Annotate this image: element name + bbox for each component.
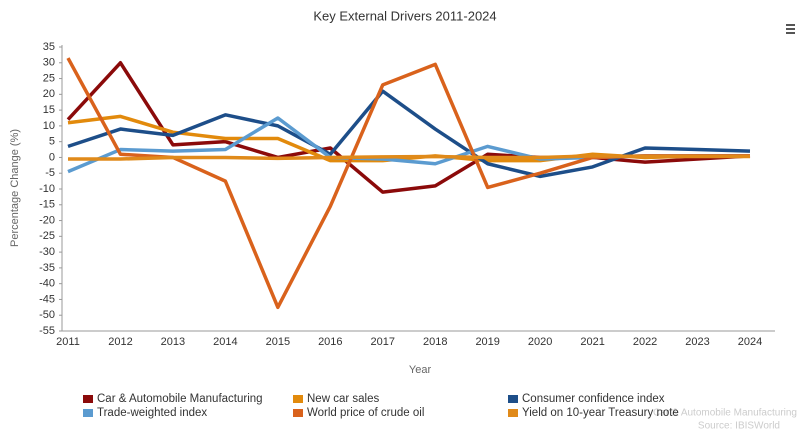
- legend-swatch: [83, 395, 93, 403]
- y-tick-label: 0: [49, 151, 55, 163]
- y-tick-label: -55: [39, 325, 55, 337]
- x-tick-label: 2024: [738, 336, 762, 348]
- y-tick-label: -30: [39, 246, 55, 258]
- x-tick-label: 2019: [475, 336, 499, 348]
- y-tick-label: -5: [45, 167, 55, 179]
- y-tick-label: 20: [43, 88, 55, 100]
- x-axis-title: Year: [409, 364, 432, 376]
- legend-label: Trade-weighted index: [97, 407, 207, 419]
- chart-title: Key External Drivers 2011-2024: [313, 8, 496, 23]
- y-tick-label: 25: [43, 72, 55, 84]
- y-tick-label: -10: [39, 183, 55, 195]
- y-tick-label: -15: [39, 199, 55, 211]
- x-tick-label: 2020: [528, 336, 552, 348]
- y-tick-label: -40: [39, 278, 55, 290]
- legend-label: Car & Automobile Manufacturing: [97, 393, 263, 405]
- y-axis-title: Percentage Change (%): [9, 129, 21, 247]
- legend-swatch: [83, 409, 93, 417]
- x-tick-label: 2011: [56, 336, 80, 348]
- series-line: [68, 154, 750, 161]
- x-tick-label: 2023: [685, 336, 709, 348]
- watermark: Car & Automobile Manufacturing: [653, 408, 797, 419]
- y-tick-label: -50: [39, 309, 55, 321]
- y-tick-label: 15: [43, 104, 55, 116]
- legend-swatch: [508, 395, 518, 403]
- legend-label: Yield on 10-year Treasury note: [522, 407, 679, 419]
- legend-swatch: [293, 409, 303, 417]
- y-tick-label: -45: [39, 293, 55, 305]
- x-tick-label: 2013: [161, 336, 185, 348]
- x-tick-label: 2012: [108, 336, 132, 348]
- y-tick-label: 35: [43, 41, 55, 53]
- x-tick-label: 2016: [318, 336, 342, 348]
- x-tick-label: 2021: [580, 336, 604, 348]
- legend-swatch: [293, 395, 303, 403]
- y-tick-label: -20: [39, 214, 55, 226]
- series-line: [67, 89, 751, 179]
- series-line: [66, 57, 750, 310]
- x-tick-label: 2015: [266, 336, 290, 348]
- menu-icon[interactable]: [786, 24, 795, 34]
- legend-label: Consumer confidence index: [522, 393, 665, 405]
- x-tick-label: 2017: [371, 336, 395, 348]
- y-tick-label: 5: [49, 136, 55, 148]
- y-tick-label: 10: [43, 120, 55, 132]
- legend-swatch: [508, 409, 518, 417]
- x-tick-label: 2018: [423, 336, 447, 348]
- x-tick-label: 2022: [633, 336, 657, 348]
- x-tick-label: 2014: [213, 336, 237, 348]
- y-tick-label: -25: [39, 230, 55, 242]
- legend-label: World price of crude oil: [307, 407, 424, 419]
- y-tick-label: 30: [43, 57, 55, 69]
- source: Source: IBISWorld: [698, 421, 780, 431]
- legend-label: New car sales: [307, 393, 379, 405]
- y-tick-label: -35: [39, 262, 55, 274]
- series-line: [66, 61, 751, 194]
